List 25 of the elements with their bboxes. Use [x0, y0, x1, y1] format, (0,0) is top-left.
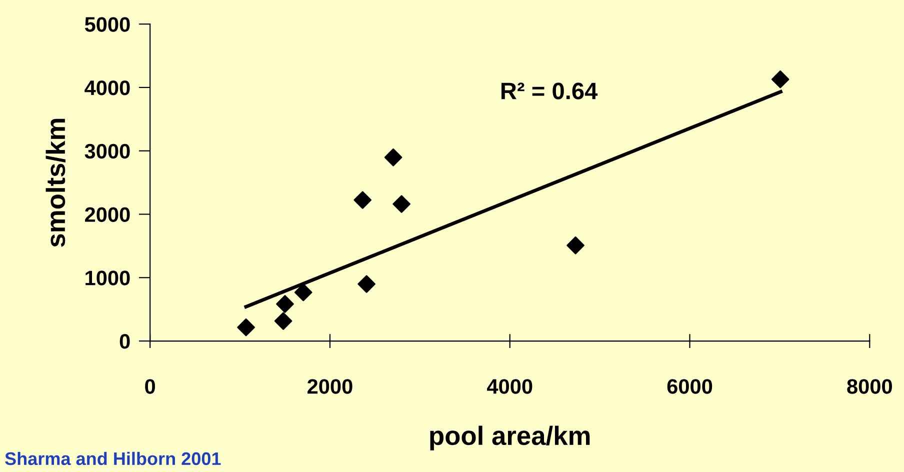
point	[392, 195, 410, 213]
point	[276, 295, 294, 313]
x-tick-label: 8000	[847, 379, 892, 394]
point	[237, 318, 255, 336]
point	[358, 275, 376, 293]
x-tick-label: 6000	[667, 379, 712, 394]
annotation: R² = 0.64	[501, 82, 598, 100]
y-tick-label: 0	[120, 334, 130, 349]
y-tick-label: 2000	[85, 207, 130, 222]
y-tick-label: 5000	[84, 17, 130, 32]
x-tick-label: 2000	[308, 379, 352, 394]
y-tick-label: 4000	[84, 80, 130, 96]
point	[771, 70, 790, 88]
x-tick-label: 0	[145, 379, 156, 394]
point	[274, 312, 292, 330]
point	[384, 148, 402, 166]
point	[354, 191, 372, 209]
point	[566, 236, 584, 254]
x-tick-label: 4000	[487, 379, 532, 394]
text: Sharma and Hilborn 2001	[5, 452, 221, 466]
y-axis-title: smolts/km	[46, 118, 66, 247]
y-tick-label: 1000	[86, 270, 130, 286]
x-axis-title: pool area/km	[430, 426, 590, 450]
y-tick-label: 3000	[84, 144, 130, 159]
point	[294, 283, 312, 302]
